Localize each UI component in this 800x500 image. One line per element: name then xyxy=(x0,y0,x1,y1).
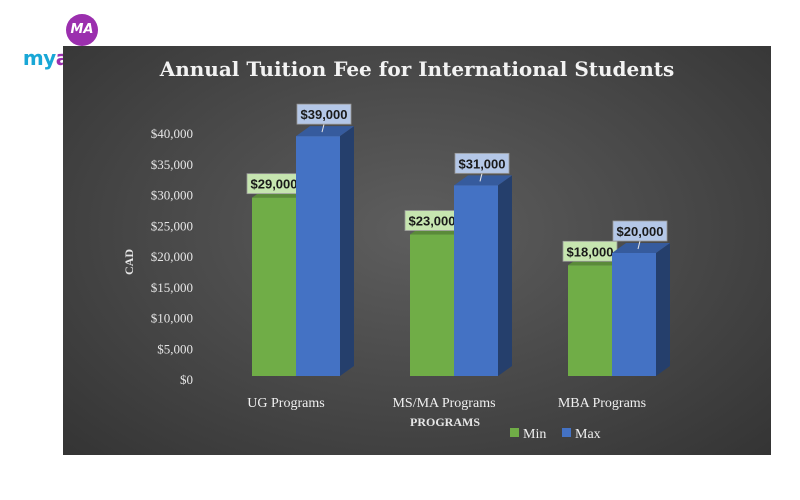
data-label: $39,000 xyxy=(301,107,348,122)
data-label-box xyxy=(296,103,352,125)
y-tick-label: $5,000 xyxy=(157,341,193,356)
logo-badge: MA xyxy=(66,14,98,46)
y-tick-label: $25,000 xyxy=(151,218,193,233)
y-tick-label: $20,000 xyxy=(151,249,193,264)
y-axis-title: CAD xyxy=(122,249,136,275)
legend: Min Max xyxy=(510,427,601,442)
legend-swatch-min xyxy=(510,428,519,437)
y-tick-label: $0 xyxy=(180,372,193,387)
bar-top-max xyxy=(296,126,354,137)
legend-swatch-max xyxy=(562,428,571,437)
legend-label-max: Max xyxy=(575,427,601,442)
y-axis-ticks: $0 $5,000 $10,000 $15,000 $20,000 $25,000 $30,… xyxy=(151,126,193,387)
x-category-label: UG Programs xyxy=(247,396,324,411)
logo-wordmark-my: my xyxy=(22,46,56,70)
x-axis-title: PROGRAMS xyxy=(410,415,480,429)
bar-min xyxy=(252,197,296,376)
y-tick-label: $35,000 xyxy=(151,157,193,172)
bar-top-max xyxy=(612,243,670,253)
data-label: $23,000 xyxy=(409,214,456,229)
data-label: $31,000 xyxy=(459,156,506,171)
bar-max xyxy=(296,136,340,376)
data-label-leader xyxy=(321,124,325,133)
y-tick-label: $15,000 xyxy=(151,280,193,295)
bar-side-max xyxy=(340,126,354,377)
data-label-leader xyxy=(479,173,483,182)
bar-max xyxy=(454,185,498,376)
bar-side-max xyxy=(656,243,670,376)
y-tick-label: $10,000 xyxy=(151,311,193,326)
bar-min xyxy=(568,265,612,376)
y-tick-label: $40,000 xyxy=(151,126,193,141)
data-label: $29,000 xyxy=(251,177,298,192)
data-label: $20,000 xyxy=(617,224,664,239)
bar-side-max xyxy=(498,175,512,376)
data-label: $18,000 xyxy=(567,244,614,259)
legend-label-min: Min xyxy=(523,427,546,442)
bar-chart: Annual Tuition Fee for International Stu… xyxy=(122,57,675,442)
chart-panel: Annual Tuition Fee for International Stu… xyxy=(63,46,771,455)
data-label-box xyxy=(612,220,668,242)
x-category-label: MBA Programs xyxy=(558,396,646,411)
y-tick-label: $30,000 xyxy=(151,188,193,203)
data-label-box xyxy=(454,152,510,174)
data-label-leader xyxy=(637,240,641,250)
bar-min xyxy=(410,234,454,376)
chart-title: Annual Tuition Fee for International Stu… xyxy=(159,57,675,81)
bar-top-max xyxy=(454,175,512,186)
x-category-label: MS/MA Programs xyxy=(392,396,495,411)
x-axis-category-labels: UG Programs MS/MA Programs MBA Programs xyxy=(247,396,646,411)
bar-max xyxy=(612,253,656,376)
bars-group: $29,000 $39,000 $23,000 $31,000 $18,000$20,0… xyxy=(246,103,670,377)
